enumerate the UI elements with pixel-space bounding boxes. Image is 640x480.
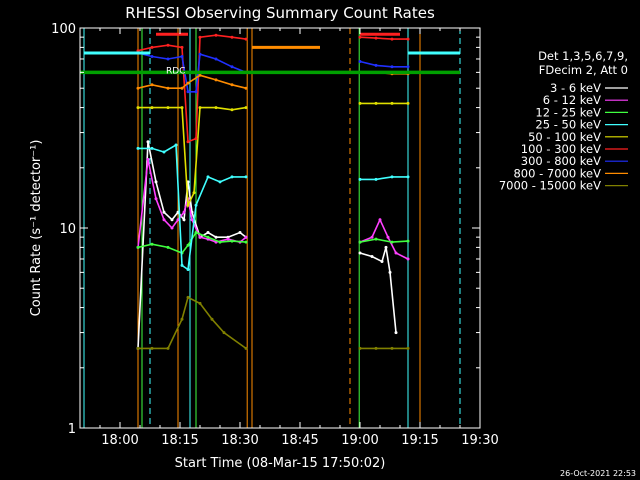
series-0-line — [359, 247, 397, 333]
legend-label-7: 800 - 7000 keV — [513, 166, 601, 180]
footer-date: 26-Oct-2021 22:53 — [560, 469, 636, 478]
x-axis-label: Start Time (08-Mar-15 17:50:02) — [175, 456, 386, 471]
series-5-line — [137, 34, 247, 143]
legend-label-0: 3 - 6 keV — [550, 81, 601, 95]
legend-label-8: 7000 - 15000 keV — [499, 179, 601, 193]
series-2-line — [359, 238, 409, 243]
x-tick-label-5: 19:15 — [401, 433, 438, 448]
series-3-line — [138, 143, 246, 271]
legend-label-4: 50 - 100 keV — [528, 130, 601, 144]
x-tick-label-2: 18:30 — [221, 433, 258, 448]
series-6 — [136, 51, 410, 94]
series-4-line — [138, 106, 247, 209]
series-5-line — [359, 36, 408, 40]
legend-label-3: 25 - 50 keV — [535, 118, 601, 132]
series-8 — [136, 295, 410, 350]
series-6-line — [359, 60, 408, 68]
y-tick-label-0: 1 — [68, 422, 76, 437]
legend-label-6: 300 - 800 keV — [521, 154, 601, 168]
y-tick-label-1: 10 — [59, 222, 76, 237]
annotation-rdc: RDC — [166, 67, 185, 77]
series-7-line — [137, 74, 247, 89]
axes: 18:00 18:15 18:30 18:45 19:00 19:15 19:30 1 10 10… — [51, 22, 499, 448]
series-0 — [136, 140, 398, 350]
series-6-line — [137, 52, 247, 93]
data-layer: RDC — [80, 28, 461, 428]
series-4 — [136, 101, 410, 209]
x-tick-label-4: 19:00 — [341, 433, 378, 448]
series-3 — [136, 143, 410, 271]
legend-label-2: 12 - 25 keV — [535, 105, 601, 119]
legend-header-line-1: Det 1,3,5,6,7,9, — [538, 49, 628, 63]
legend-label-5: 100 - 300 keV — [521, 142, 601, 156]
series-3-line — [360, 176, 408, 181]
x-tick-label-6: 19:30 — [461, 433, 498, 448]
x-tick-label-0: 18:00 — [101, 433, 138, 448]
legend-header-line-2: FDecim 2, Att 0 — [539, 63, 628, 77]
series-0-line — [137, 141, 247, 349]
x-tick-label-3: 18:45 — [281, 433, 318, 448]
series-1-line — [359, 217, 409, 260]
y-tick-label-2: 100 — [51, 22, 76, 37]
chart-title: RHESSI Observing Summary Count Rates — [125, 4, 435, 22]
series-8-line — [138, 296, 247, 350]
legend: Det 1,3,5,6,7,9, FDecim 2, Att 0 3 - 6 k… — [499, 49, 628, 193]
y-axis-label: Count Rate (s⁻¹ detector⁻¹) — [29, 140, 44, 317]
legend-label-1: 6 - 12 keV — [543, 93, 601, 107]
series-5 — [136, 33, 410, 144]
x-tick-label-1: 18:15 — [161, 433, 198, 448]
